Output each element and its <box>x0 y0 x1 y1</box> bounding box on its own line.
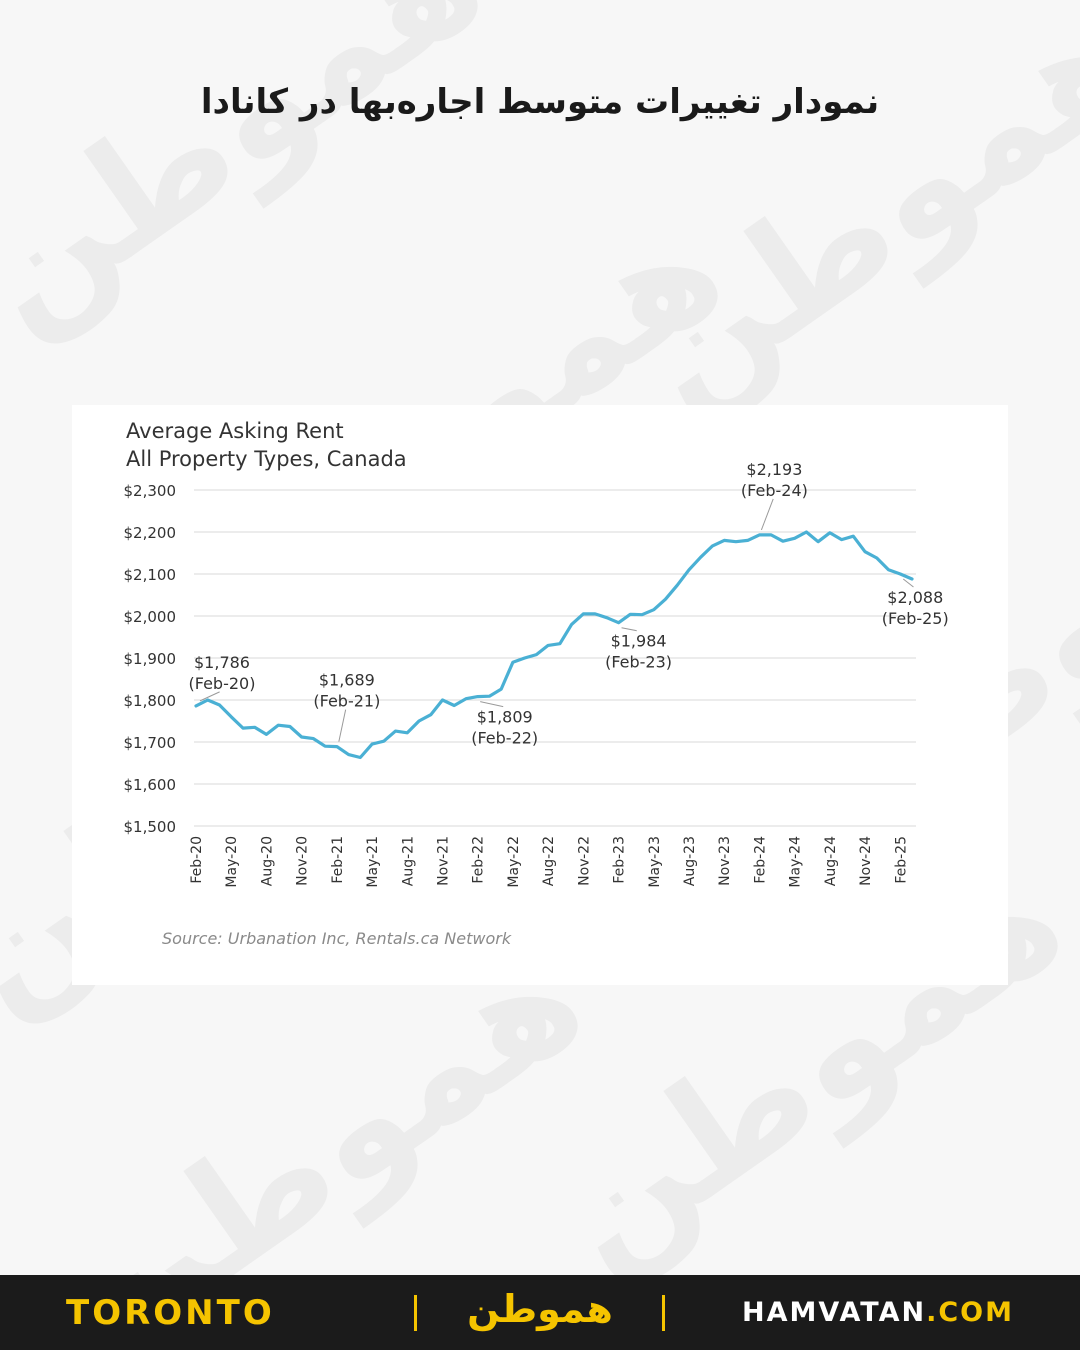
line-chart: $1,500 $1,600 $1,700 $1,800 $1,900 $2,000 $2,1… <box>124 460 949 888</box>
x-tick-label: Feb-23 <box>612 836 628 884</box>
x-tick-label: Feb-25 <box>893 836 909 884</box>
annotation-leader <box>338 709 347 742</box>
annotation-value: $1,689 <box>319 671 375 690</box>
y-tick-label: $1,500 <box>124 818 177 836</box>
y-tick-label: $2,300 <box>124 482 177 500</box>
watermark-text: هموطن <box>602 0 1080 444</box>
chart-subtitle: All Property Types, Canada <box>126 447 407 471</box>
x-tick-label: Nov-20 <box>295 836 311 886</box>
annotation-leader <box>760 498 774 531</box>
brand-logo: هموطن <box>467 1287 613 1331</box>
annotation-leader <box>621 627 637 632</box>
annotation-date: (Feb-21) <box>313 692 380 711</box>
x-tick-label: Aug-24 <box>823 836 839 886</box>
x-tick-label: Aug-20 <box>259 836 275 886</box>
x-tick-label: Nov-24 <box>858 836 874 886</box>
y-tick-label: $2,200 <box>124 524 177 542</box>
annotation-value: $1,984 <box>611 632 667 651</box>
annotation-date: (Feb-23) <box>605 653 672 672</box>
annotation-date: (Feb-22) <box>471 729 538 748</box>
x-tick-label: Feb-24 <box>752 836 768 884</box>
x-tick-label: May-23 <box>647 836 663 888</box>
footer-divider <box>662 1295 665 1331</box>
y-tick-label: $2,000 <box>124 608 177 626</box>
x-tick-label: Aug-22 <box>541 836 557 886</box>
x-tick-label: Feb-20 <box>189 836 205 884</box>
y-tick-label: $1,800 <box>124 692 177 710</box>
annotation-value: $2,088 <box>887 588 943 607</box>
x-tick-label: May-21 <box>365 836 381 888</box>
x-tick-label: May-20 <box>224 836 240 888</box>
site-name: HAMVATAN <box>742 1297 927 1328</box>
series-line <box>194 530 914 760</box>
page-title: نمودار تغییرات متوسط اجاره‌بها در کانادا <box>200 82 880 122</box>
y-tick-label: $2,100 <box>124 566 177 584</box>
watermark-text: هموطن <box>0 0 513 364</box>
x-tick-label: Aug-23 <box>682 836 698 886</box>
annotation-value: $2,193 <box>746 460 802 479</box>
annotation-date: (Feb-20) <box>189 674 256 693</box>
footer-bar: TORONTO هموطن HAMVATAN.COM <box>0 1275 1080 1350</box>
annotation-date: (Feb-24) <box>741 481 808 500</box>
annotation-date: (Feb-25) <box>882 609 949 628</box>
x-tick-label: Nov-22 <box>576 836 592 886</box>
x-tick-label: Nov-21 <box>435 836 451 886</box>
y-tick-label: $1,700 <box>124 734 177 752</box>
x-tick-label: Nov-23 <box>717 836 733 886</box>
chart-card: Average Asking Rent All Property Types, … <box>72 405 1008 985</box>
footer-divider <box>414 1295 417 1331</box>
annotation-leader <box>480 701 504 708</box>
x-tick-label: May-22 <box>506 836 522 888</box>
x-tick-label: May-24 <box>788 836 804 888</box>
footer-city: TORONTO <box>66 1293 275 1333</box>
x-tick-label: Aug-21 <box>400 836 416 886</box>
y-tick-label: $1,600 <box>124 776 177 794</box>
x-tick-label: Feb-21 <box>330 836 346 884</box>
footer-website[interactable]: HAMVATAN.COM <box>742 1297 1014 1328</box>
annotation-value: $1,809 <box>477 708 533 727</box>
annotation-value: $1,786 <box>194 653 250 672</box>
chart-title: Average Asking Rent <box>126 419 344 443</box>
chart-source: Source: Urbanation Inc, Rentals.ca Netwo… <box>162 929 512 948</box>
x-tick-label: Feb-22 <box>471 836 487 884</box>
annotation-leader <box>199 691 220 702</box>
y-tick-label: $1,900 <box>124 650 177 668</box>
site-tld: .COM <box>926 1297 1014 1328</box>
annotation-leader <box>902 578 914 588</box>
